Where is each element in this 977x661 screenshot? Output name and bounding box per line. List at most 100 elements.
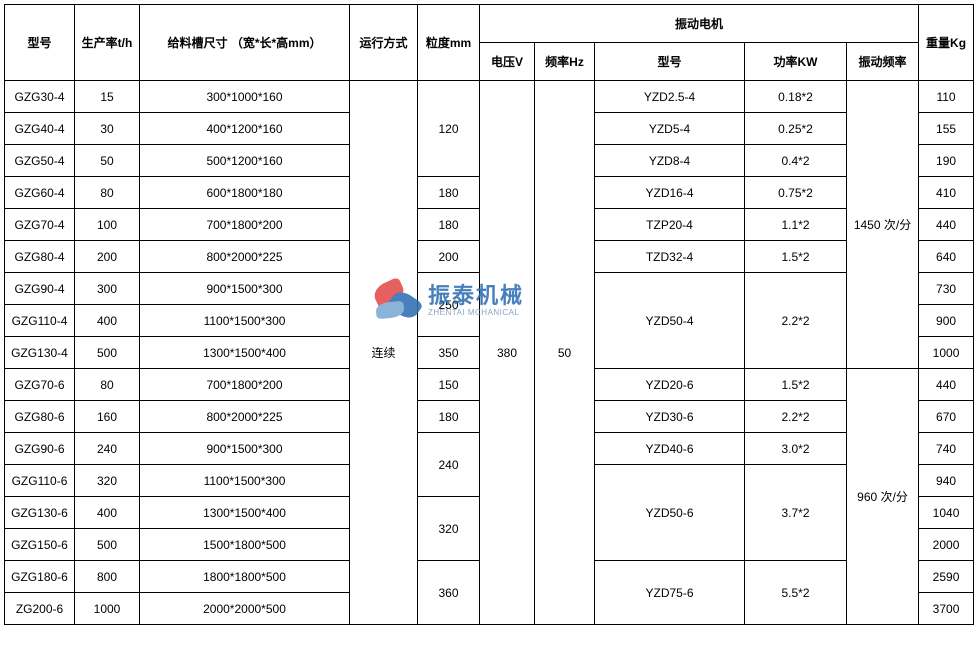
cell-power: 0.75*2 xyxy=(745,177,847,209)
cell-weight: 940 xyxy=(919,465,974,497)
cell-grain: 360 xyxy=(418,561,480,625)
cell-rate: 300 xyxy=(75,273,140,305)
header-motor-group: 振动电机 xyxy=(480,5,919,43)
cell-mmodel: TZP20-4 xyxy=(595,209,745,241)
cell-weight: 670 xyxy=(919,401,974,433)
cell-rate: 400 xyxy=(75,305,140,337)
cell-power: 1.5*2 xyxy=(745,369,847,401)
cell-size: 1500*1800*500 xyxy=(140,529,350,561)
spec-body: GZG30-4 15 300*1000*160 连续 120 380 50 YZ… xyxy=(5,81,974,625)
cell-model: GZG70-4 xyxy=(5,209,75,241)
cell-weight: 740 xyxy=(919,433,974,465)
cell-vfreq: 1450 次/分 xyxy=(847,81,919,369)
cell-rate: 15 xyxy=(75,81,140,113)
cell-weight: 730 xyxy=(919,273,974,305)
header-volt: 电压V xyxy=(480,43,535,81)
cell-size: 1100*1500*300 xyxy=(140,305,350,337)
cell-mmodel: YZD2.5-4 xyxy=(595,81,745,113)
cell-volt: 380 xyxy=(480,81,535,625)
cell-rate: 30 xyxy=(75,113,140,145)
header-mode: 运行方式 xyxy=(350,5,418,81)
cell-model: GZG130-4 xyxy=(5,337,75,369)
cell-weight: 900 xyxy=(919,305,974,337)
cell-rate: 80 xyxy=(75,369,140,401)
cell-mmodel: YZD16-4 xyxy=(595,177,745,209)
cell-grain: 250 xyxy=(418,273,480,337)
cell-mmodel: YZD20-6 xyxy=(595,369,745,401)
cell-rate: 400 xyxy=(75,497,140,529)
cell-grain: 350 xyxy=(418,337,480,369)
cell-weight: 1000 xyxy=(919,337,974,369)
cell-rate: 240 xyxy=(75,433,140,465)
cell-mmodel: YZD30-6 xyxy=(595,401,745,433)
cell-weight: 440 xyxy=(919,369,974,401)
cell-size: 300*1000*160 xyxy=(140,81,350,113)
cell-freq: 50 xyxy=(535,81,595,625)
cell-rate: 500 xyxy=(75,337,140,369)
header-model: 型号 xyxy=(5,5,75,81)
cell-weight: 1040 xyxy=(919,497,974,529)
cell-mode: 连续 xyxy=(350,81,418,625)
cell-weight: 640 xyxy=(919,241,974,273)
header-size: 给料槽尺寸 （宽*长*高mm） xyxy=(140,5,350,81)
table-row: GZG30-4 15 300*1000*160 连续 120 380 50 YZ… xyxy=(5,81,974,113)
cell-model: GZG150-6 xyxy=(5,529,75,561)
header-weight: 重量Kg xyxy=(919,5,974,81)
cell-model: GZG60-4 xyxy=(5,177,75,209)
cell-mmodel: YZD40-6 xyxy=(595,433,745,465)
cell-power: 1.1*2 xyxy=(745,209,847,241)
cell-rate: 80 xyxy=(75,177,140,209)
cell-vfreq: 960 次/分 xyxy=(847,369,919,625)
cell-size: 2000*2000*500 xyxy=(140,593,350,625)
cell-weight: 2000 xyxy=(919,529,974,561)
cell-power: 2.2*2 xyxy=(745,401,847,433)
cell-model: GZG80-4 xyxy=(5,241,75,273)
cell-rate: 100 xyxy=(75,209,140,241)
cell-size: 900*1500*300 xyxy=(140,273,350,305)
cell-weight: 3700 xyxy=(919,593,974,625)
cell-size: 900*1500*300 xyxy=(140,433,350,465)
header-motor-model: 型号 xyxy=(595,43,745,81)
cell-model: GZG110-4 xyxy=(5,305,75,337)
cell-rate: 500 xyxy=(75,529,140,561)
cell-power: 0.18*2 xyxy=(745,81,847,113)
cell-power: 3.0*2 xyxy=(745,433,847,465)
cell-power: 1.5*2 xyxy=(745,241,847,273)
cell-mmodel: TZD32-4 xyxy=(595,241,745,273)
cell-rate: 160 xyxy=(75,401,140,433)
cell-grain: 320 xyxy=(418,497,480,561)
cell-model: GZG90-4 xyxy=(5,273,75,305)
cell-grain: 240 xyxy=(418,433,480,497)
cell-size: 700*1800*200 xyxy=(140,209,350,241)
cell-size: 600*1800*180 xyxy=(140,177,350,209)
header-rate: 生产率t/h xyxy=(75,5,140,81)
cell-rate: 800 xyxy=(75,561,140,593)
cell-model: GZG70-6 xyxy=(5,369,75,401)
header-power: 功率KW xyxy=(745,43,847,81)
cell-model: GZG130-6 xyxy=(5,497,75,529)
cell-size: 500*1200*160 xyxy=(140,145,350,177)
cell-mmodel: YZD75-6 xyxy=(595,561,745,625)
cell-model: ZG200-6 xyxy=(5,593,75,625)
cell-grain: 180 xyxy=(418,177,480,209)
cell-grain: 200 xyxy=(418,241,480,273)
cell-size: 1100*1500*300 xyxy=(140,465,350,497)
cell-grain: 180 xyxy=(418,401,480,433)
cell-size: 400*1200*160 xyxy=(140,113,350,145)
header-vib-freq: 振动频率 xyxy=(847,43,919,81)
cell-mmodel: YZD50-4 xyxy=(595,273,745,369)
cell-rate: 1000 xyxy=(75,593,140,625)
cell-weight: 110 xyxy=(919,81,974,113)
cell-weight: 440 xyxy=(919,209,974,241)
cell-grain: 150 xyxy=(418,369,480,401)
cell-size: 1300*1500*400 xyxy=(140,337,350,369)
cell-mmodel: YZD50-6 xyxy=(595,465,745,561)
spec-table: 型号 生产率t/h 给料槽尺寸 （宽*长*高mm） 运行方式 粒度mm 振动电机… xyxy=(4,4,974,625)
cell-power: 0.4*2 xyxy=(745,145,847,177)
cell-weight: 190 xyxy=(919,145,974,177)
header-freq: 频率Hz xyxy=(535,43,595,81)
cell-size: 800*2000*225 xyxy=(140,241,350,273)
cell-model: GZG180-6 xyxy=(5,561,75,593)
cell-power: 0.25*2 xyxy=(745,113,847,145)
cell-size: 1800*1800*500 xyxy=(140,561,350,593)
